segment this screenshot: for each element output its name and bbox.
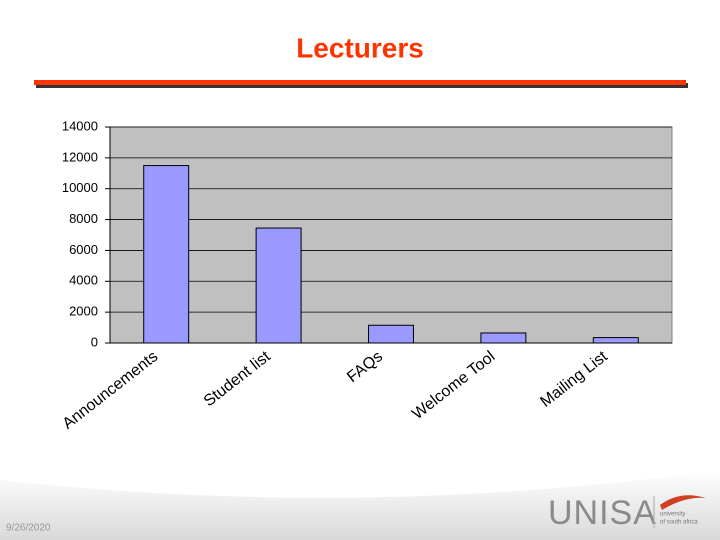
y-tick-label: 0 xyxy=(91,334,98,349)
logo-mark xyxy=(660,495,706,510)
date: 9/26/2020 xyxy=(6,523,51,534)
bar xyxy=(480,332,527,344)
chart-title: Lecturers xyxy=(296,32,424,63)
y-tick-label: 12000 xyxy=(62,149,98,164)
bar xyxy=(255,227,302,344)
y-tick-label: 10000 xyxy=(62,180,98,195)
title-rule xyxy=(34,80,686,85)
logo-sub: university xyxy=(660,512,685,518)
y-tick-label: 4000 xyxy=(69,273,98,288)
plot-area xyxy=(109,126,673,344)
y-tick-label: 6000 xyxy=(69,242,98,257)
bar xyxy=(368,324,414,344)
y-tick-label: 14000 xyxy=(62,118,98,133)
footer-band xyxy=(0,470,720,540)
logo-sub: of south africa xyxy=(660,520,698,526)
title-rule-shadow xyxy=(36,83,688,88)
bar xyxy=(143,165,190,344)
bar xyxy=(592,337,639,344)
y-tick-label: 8000 xyxy=(69,211,98,226)
y-tick-label: 2000 xyxy=(69,304,98,319)
logo: UNISA xyxy=(548,494,657,532)
